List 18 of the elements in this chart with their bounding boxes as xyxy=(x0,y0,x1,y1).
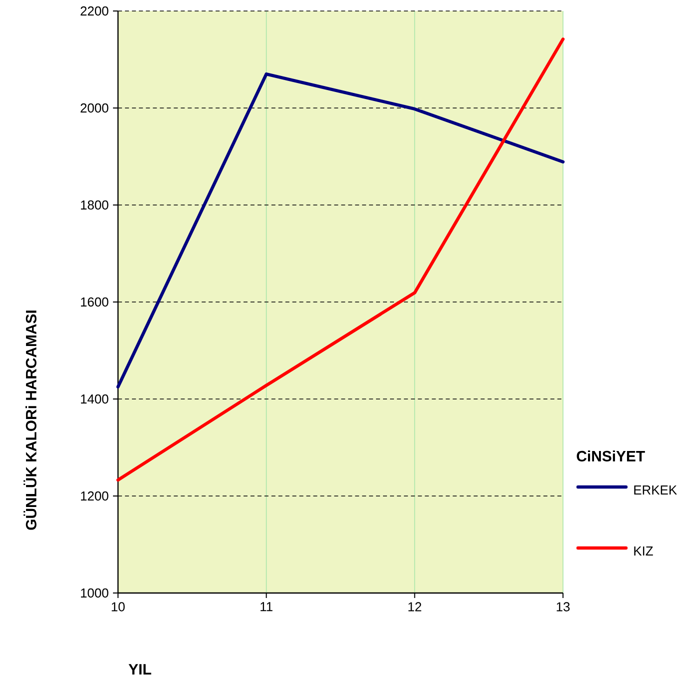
x-tick-label: 13 xyxy=(556,602,570,612)
y-tick-label: 1200 xyxy=(80,491,108,501)
legend-title: CiNSiYET xyxy=(576,450,645,462)
y-tick-label: 1400 xyxy=(80,394,108,404)
y-tick-label: 1800 xyxy=(80,200,108,210)
y-tick-label: 1000 xyxy=(80,588,108,598)
legend-label: ERKEK xyxy=(634,486,677,494)
y-tick-label: 2200 xyxy=(80,6,108,16)
y-tick-label: 1600 xyxy=(80,297,108,307)
x-axis-title: YIL xyxy=(128,664,152,674)
line-series xyxy=(116,72,565,388)
legend-label: KIZ xyxy=(634,546,653,556)
y-tick-label: 2000 xyxy=(80,103,108,113)
x-tick-label: 12 xyxy=(408,602,422,612)
y-axis-title: GÜNLÜK KALORi HARCAMASI xyxy=(24,310,36,530)
x-tick-label: 10 xyxy=(112,602,125,612)
x-tick-label: 11 xyxy=(260,602,272,612)
line-series xyxy=(116,38,565,482)
